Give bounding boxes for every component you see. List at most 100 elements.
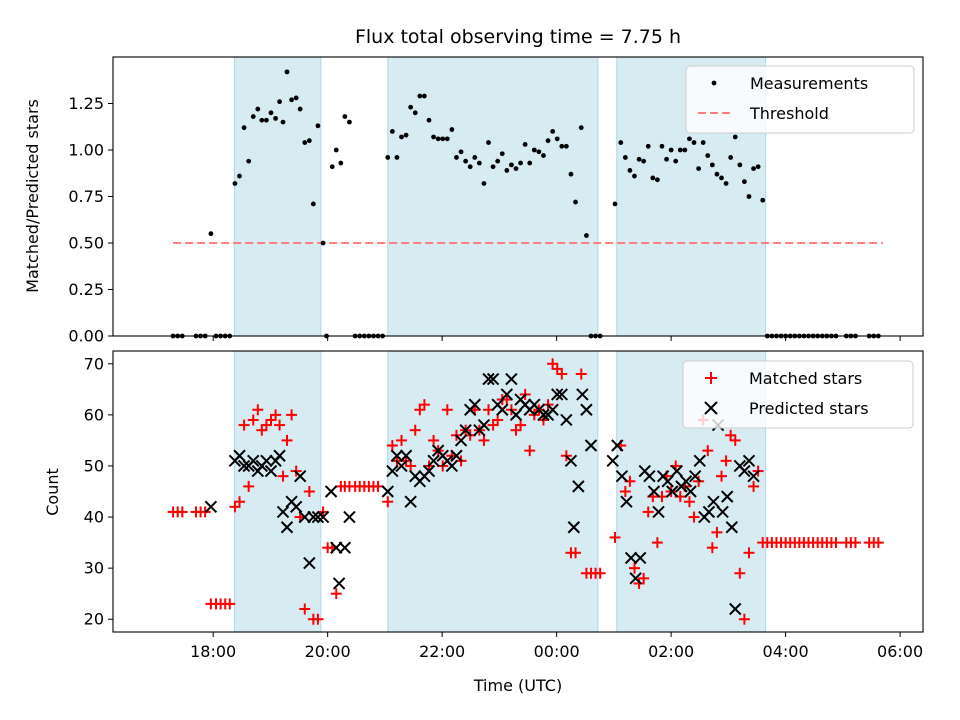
matched-star-point (683, 496, 695, 508)
measurement-point (329, 164, 335, 170)
measurement-point (454, 155, 459, 160)
measurement-point (495, 158, 501, 164)
measurement-point (403, 132, 409, 138)
matched-star-point (441, 404, 453, 416)
measurement-point (255, 106, 261, 112)
measurement-point (431, 134, 436, 140)
bottom-x-tick-label: 22:00 (419, 642, 465, 661)
measurement-point (417, 93, 423, 99)
predicted-star-point (468, 398, 481, 411)
predicted-star-point (293, 469, 307, 483)
bottom-y-tick-label: 30 (84, 559, 104, 578)
predicted-star-point (716, 505, 729, 519)
predicted-star-point (311, 510, 325, 524)
matched-star-point (270, 409, 282, 421)
matched-star-point (711, 526, 723, 538)
predicted-star-point (505, 372, 518, 386)
measurement-point (268, 110, 274, 116)
matched-star-point (642, 506, 654, 518)
matched-star-point (277, 470, 289, 482)
predicted-star-point (611, 439, 624, 452)
measurement-point (563, 143, 569, 149)
legend-measurements-marker (711, 80, 717, 86)
measurement-point (412, 110, 418, 116)
matched-star-point (830, 537, 842, 549)
measurement-point (472, 155, 478, 160)
matched-star-point (409, 424, 421, 436)
top-axis-ticks: 0.00 0.25 0.50 0.75 1.00 1.25 (68, 94, 901, 346)
measurement-point (467, 164, 473, 170)
measurement-point (232, 181, 238, 186)
measurement-point (280, 119, 286, 125)
measurement-point (627, 168, 633, 173)
measurement-point (347, 119, 352, 125)
measurement-point (650, 175, 656, 181)
predicted-star-point (496, 403, 509, 416)
matched-star-point (638, 572, 650, 584)
measurement-point (728, 155, 734, 160)
predicted-star-point (399, 449, 413, 462)
matched-star-point (252, 404, 264, 416)
matched-star-point (849, 537, 861, 549)
measurement-point (289, 97, 295, 103)
measurement-point (458, 149, 464, 155)
top-axes-frame (112, 56, 924, 337)
legend-measurements-label: Measurements (750, 74, 868, 93)
predicted-star-point (332, 577, 346, 590)
predicted-star-point (280, 521, 294, 534)
predicted-star-point (738, 464, 751, 478)
measurement-point (723, 181, 729, 186)
bottom-legend: Matched stars Predicted stars (682, 360, 914, 429)
shaded-interval (387, 350, 599, 633)
chart-title: Flux total observing time = 7.75 h (355, 26, 681, 48)
matched-star-point (478, 434, 490, 446)
measurement-point (237, 173, 242, 179)
bottom-x-tick-label: 20:00 (305, 642, 351, 661)
measurement-point (645, 143, 651, 149)
matched-star-point (224, 598, 236, 610)
measurement-point (550, 129, 556, 134)
measurement-point (490, 164, 496, 170)
measurement-point (518, 160, 523, 166)
measurement-point (677, 147, 683, 153)
matched-star-point (748, 480, 760, 492)
matched-star-point (234, 496, 246, 508)
matched-star-point (176, 506, 188, 518)
predicted-star-point (670, 464, 684, 478)
bottom-y-tick-label: 60 (84, 405, 104, 424)
predicted-star-point (546, 403, 559, 416)
matched-star-point (720, 455, 732, 467)
predicted-star-point (629, 572, 642, 585)
matched-star-point (281, 434, 293, 446)
measurement-point (449, 127, 455, 132)
legend-predicted-marker (704, 401, 718, 415)
matched-star-point (716, 470, 728, 482)
legend-matched-marker (705, 372, 717, 384)
measurement-point (691, 140, 697, 145)
measurement-point (584, 233, 589, 238)
bottom-y-axis-label: Count (43, 468, 62, 516)
matched-star-point (372, 480, 384, 492)
predicted-star-point (273, 449, 286, 462)
measurement-point (687, 136, 692, 142)
matched-star-point (247, 414, 259, 426)
bottom-x-tick-label: 18:00 (190, 642, 236, 661)
measurement-point (399, 134, 404, 140)
predicted-star-point (567, 521, 581, 534)
measurement-point (499, 151, 505, 157)
measurement-point (700, 140, 706, 145)
matched-star-point (594, 567, 606, 579)
measurement-point (273, 115, 278, 121)
predicted-star-point (620, 495, 633, 508)
predicted-star-point (555, 388, 568, 401)
shaded-interval (387, 56, 599, 337)
predicted-star-point (551, 388, 564, 401)
predicted-star-point (643, 469, 656, 483)
predicted-star-point (679, 475, 693, 488)
top-legend-box (685, 65, 915, 134)
measurement-point (306, 138, 312, 144)
measurement-point (760, 197, 766, 203)
measurement-point (545, 138, 551, 144)
predicted-star-point (276, 505, 290, 519)
matched-star-point (738, 613, 750, 625)
